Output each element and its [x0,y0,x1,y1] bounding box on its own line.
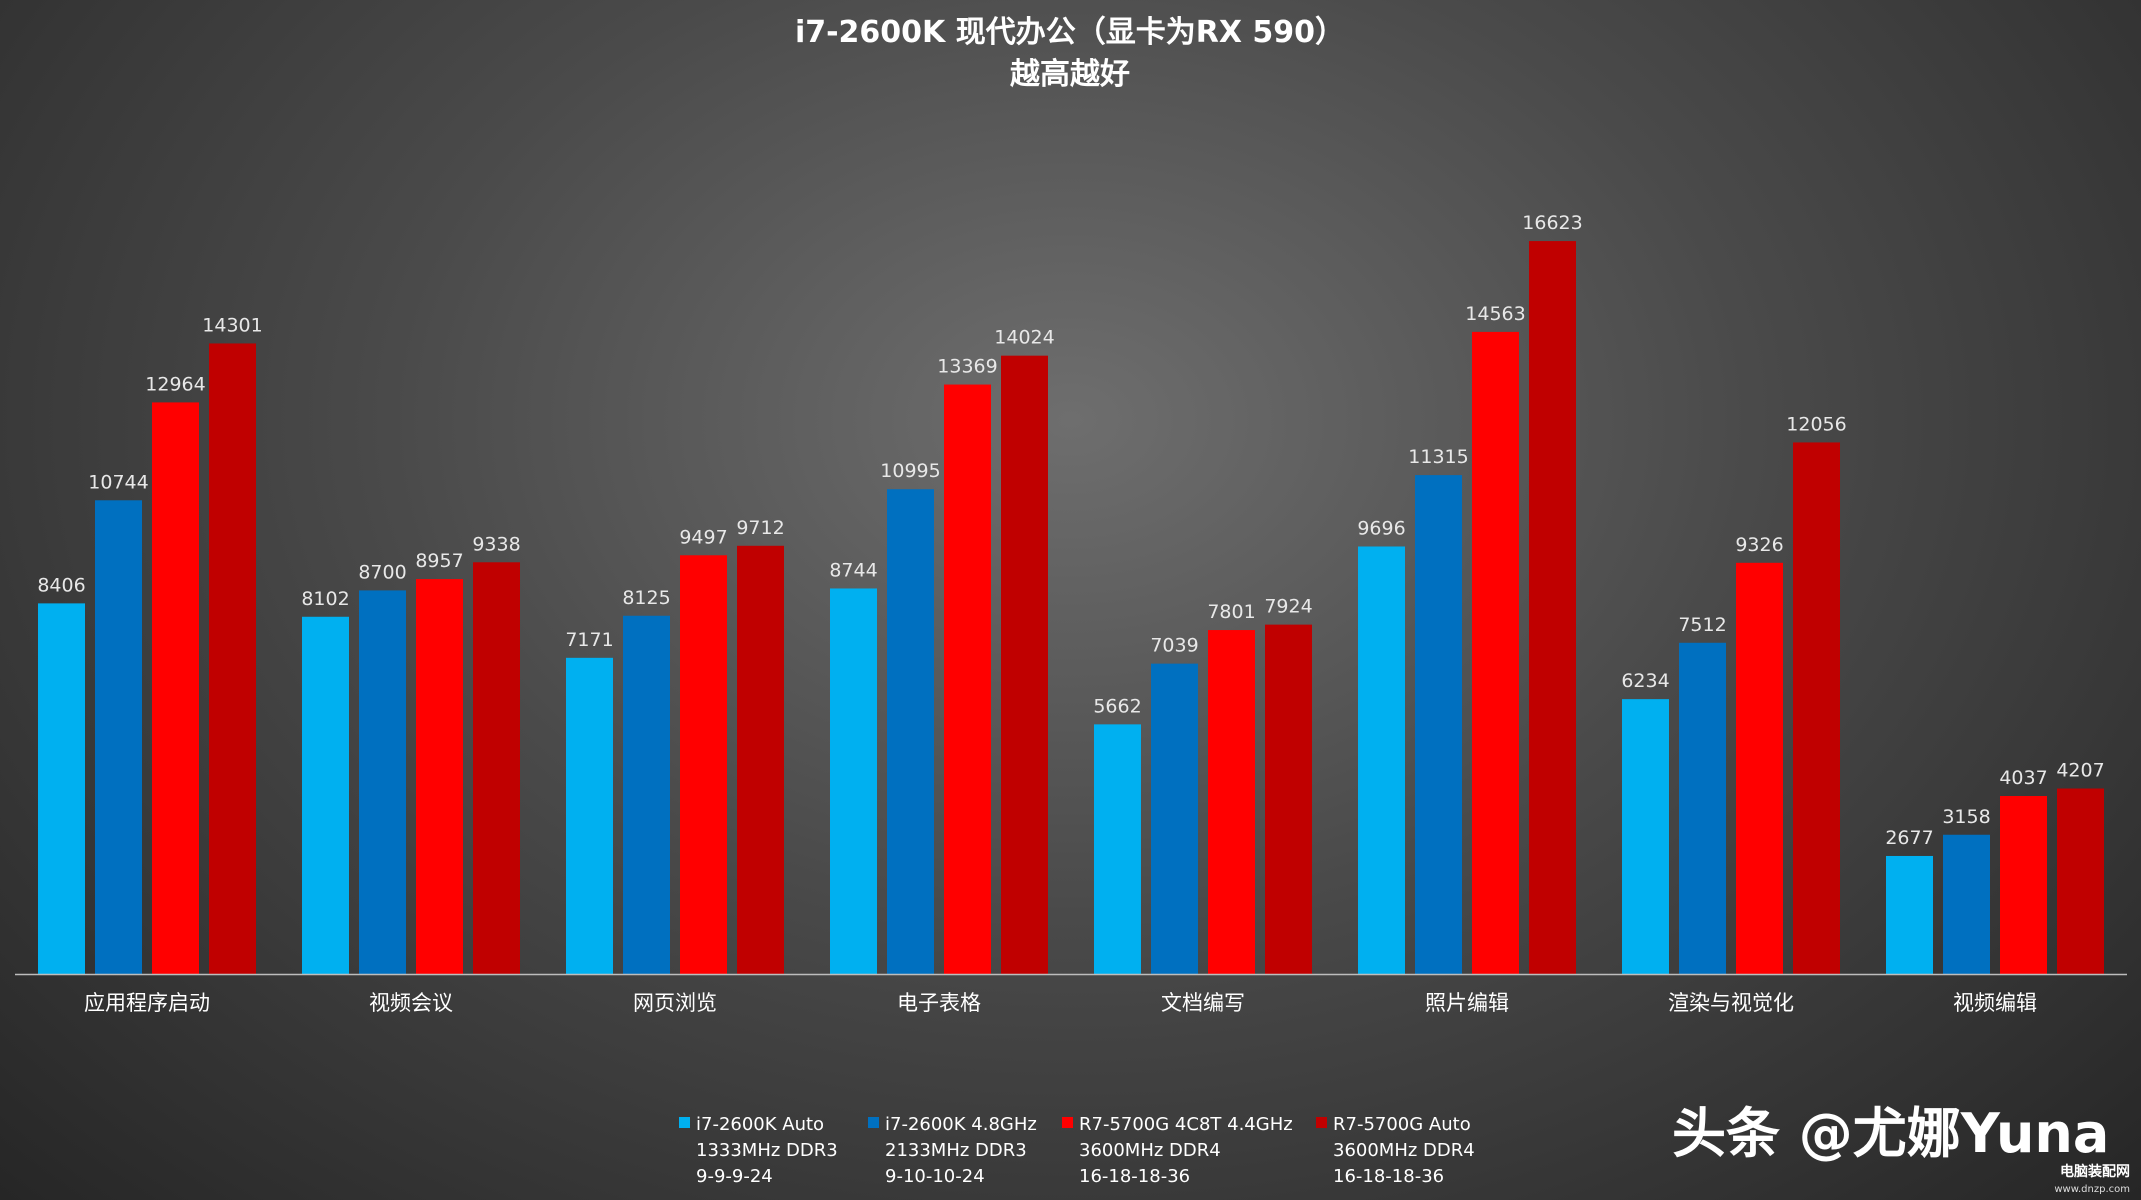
bar-3-series-2 [623,615,670,974]
value-label: 9696 [1357,517,1405,539]
bar-1-series-4 [209,343,256,974]
bar-5-series-2 [1151,663,1198,974]
legend-swatch-3 [1062,1117,1073,1128]
bar-8-series-4 [2057,788,2104,974]
chart-subtitle: 越高越好 [1010,57,1130,92]
legend-label: i7-2600K 4.8GHz [885,1114,1037,1135]
watermark-text: 头条 @尤娜Yuna [1672,1102,2109,1165]
value-label: 5662 [1093,695,1141,717]
value-label: 4037 [1999,767,2047,789]
value-label: 14301 [202,314,262,336]
legend-swatch-1 [679,1117,690,1128]
legend-swatch-2 [868,1117,879,1128]
value-label: 7924 [1264,596,1312,618]
value-label: 9338 [472,533,520,555]
legend-label: 9-9-9-24 [696,1166,773,1187]
value-label: 8744 [829,559,877,581]
watermark-site-name: 电脑装配网 [2060,1163,2130,1180]
value-label: 8700 [358,561,406,583]
bars-group [38,241,2104,975]
legend-label: R7-5700G Auto [1333,1114,1471,1135]
bar-6-series-4 [1529,241,1576,974]
bar-8-series-2 [1943,834,1990,974]
bar-1-series-2 [95,500,142,974]
value-label: 8957 [415,550,463,572]
value-label: 7512 [1678,614,1726,636]
bar-1-series-3 [152,402,199,974]
category-label: 视频编辑 [1953,991,2037,1015]
legend-label: R7-5700G 4C8T 4.4GHz [1079,1114,1293,1135]
value-labels-group: 8406 10744 12964 14301 8102 8700 8957 9338 7171 8… [37,212,2104,849]
category-labels-group: 应用程序启动 视频会议 网页浏览 电子表格 文档编写 照片编辑 渲染与视觉化 视频编辑 [84,991,2037,1015]
legend-label: 3600MHz DDR4 [1333,1140,1475,1161]
value-label: 7039 [1150,635,1198,657]
chart-title: i7-2600K 现代办公（显卡为RX 590） [795,15,1345,50]
value-label: 12964 [145,373,205,395]
value-label: 3158 [1942,806,1990,828]
bar-2-series-1 [302,616,349,974]
bar-6-series-3 [1472,331,1519,974]
bar-8-series-1 [1886,855,1933,974]
bar-3-series-3 [680,555,727,974]
value-label: 14024 [994,327,1054,349]
value-label: 9326 [1735,534,1783,556]
bar-3-series-4 [737,545,784,974]
value-label: 6234 [1621,670,1669,692]
category-label: 照片编辑 [1425,991,1509,1015]
bar-7-series-1 [1622,699,1669,974]
legend-label: 3600MHz DDR4 [1079,1140,1221,1161]
value-label: 4207 [2056,760,2104,782]
category-label: 应用程序启动 [84,991,210,1015]
bar-3-series-1 [566,657,613,974]
bar-7-series-3 [1736,562,1783,974]
value-label: 16623 [1522,212,1582,234]
value-label: 7801 [1207,601,1255,623]
value-label: 10744 [88,471,148,493]
legend-label: i7-2600K Auto [696,1114,824,1135]
value-label: 9497 [679,526,727,548]
category-label: 视频会议 [369,991,453,1015]
value-label: 8125 [622,587,670,609]
legend-label: 2133MHz DDR3 [885,1140,1027,1161]
category-label: 渲染与视觉化 [1668,991,1794,1015]
value-label: 8406 [37,574,85,596]
bar-8-series-3 [2000,796,2047,974]
category-label: 电子表格 [897,991,981,1015]
category-label: 文档编写 [1161,991,1245,1015]
bar-4-series-3 [944,384,991,975]
bar-1-series-1 [38,603,85,974]
bar-7-series-2 [1679,642,1726,974]
bar-2-series-4 [473,562,520,974]
bar-6-series-2 [1415,475,1462,974]
bar-4-series-2 [887,489,934,974]
bar-7-series-4 [1793,442,1840,974]
value-label: 10995 [880,460,940,482]
value-label: 2677 [1885,827,1933,849]
legend: i7-2600K Auto 1333MHz DDR3 9-9-9-24 i7-2600… [679,1114,1475,1187]
legend-label: 9-10-10-24 [885,1166,985,1187]
watermark-site-url: www.dnzp.com [2054,1184,2130,1195]
bar-6-series-1 [1358,546,1405,974]
value-label: 9712 [736,517,784,539]
bar-2-series-3 [416,579,463,974]
value-label: 12056 [1786,413,1846,435]
bar-5-series-4 [1265,624,1312,974]
legend-label: 16-18-18-36 [1079,1166,1190,1187]
category-label: 网页浏览 [633,991,717,1015]
value-label: 13369 [937,356,997,378]
bar-4-series-4 [1001,355,1048,974]
value-label: 14563 [1465,303,1525,325]
bar-2-series-2 [359,590,406,974]
value-label: 8102 [301,588,349,610]
legend-label: 16-18-18-36 [1333,1166,1444,1187]
watermark: 头条 @尤娜Yuna 电脑装配网 www.dnzp.com [1672,1102,2130,1195]
bar-5-series-1 [1094,724,1141,974]
value-label: 11315 [1408,446,1468,468]
bar-4-series-1 [830,588,877,974]
legend-label: 1333MHz DDR3 [696,1140,838,1161]
legend-swatch-4 [1316,1117,1327,1128]
bar-5-series-3 [1208,630,1255,974]
value-label: 7171 [565,629,613,651]
